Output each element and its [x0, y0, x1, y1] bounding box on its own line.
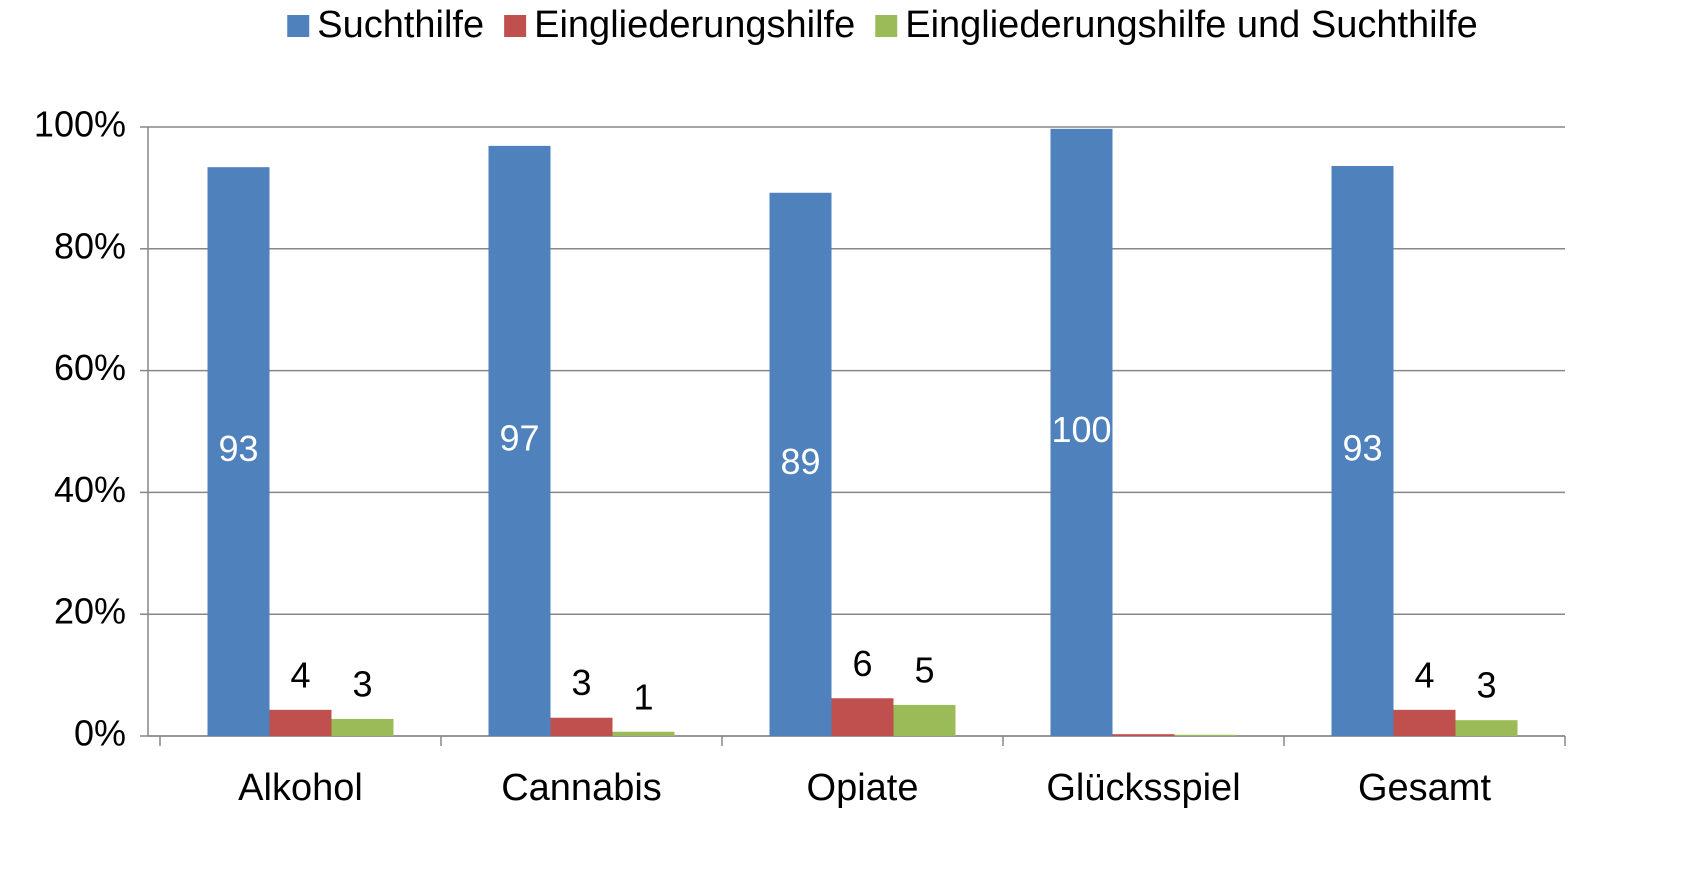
legend-swatch	[504, 15, 527, 37]
y-tick-label: 20%	[54, 591, 126, 632]
y-tick-label: 60%	[54, 347, 126, 388]
data-label: 93	[218, 428, 258, 469]
data-label: 3	[352, 663, 372, 704]
x-tick-label: Cannabis	[501, 767, 662, 809]
bar	[831, 698, 894, 736]
x-tick-label: Glücksspiel	[1046, 767, 1240, 809]
y-tick-label: 40%	[54, 469, 126, 510]
bar	[207, 167, 270, 737]
bar	[1050, 128, 1113, 736]
legend-swatch	[875, 15, 898, 37]
bar	[1174, 734, 1237, 736]
legend: Suchthilfe Eingliederungshilfe Eingliederu…	[287, 4, 1478, 46]
bar	[893, 704, 956, 736]
y-tick-label: 100%	[34, 104, 126, 145]
bar	[769, 192, 832, 737]
y-tick-label: 80%	[54, 225, 126, 266]
data-label: 4	[1414, 654, 1434, 695]
bar	[269, 709, 332, 736]
bar	[1112, 734, 1175, 736]
bar	[331, 718, 394, 736]
data-label: 3	[571, 662, 591, 703]
data-label: 6	[852, 643, 872, 684]
legend-swatch	[287, 15, 310, 37]
legend-label: Eingliederungshilfe und Suchthilfe	[905, 4, 1478, 46]
bar	[550, 717, 613, 736]
data-label: 3	[1476, 665, 1496, 706]
data-label: 100	[1051, 409, 1111, 450]
x-tick-label: Gesamt	[1358, 767, 1491, 809]
legend-label: Eingliederungshilfe	[534, 4, 855, 46]
bar	[488, 145, 551, 736]
bar	[1331, 165, 1394, 736]
bar	[1393, 709, 1456, 736]
legend-label: Suchthilfe	[317, 4, 484, 46]
y-tick-label: 0%	[74, 713, 126, 754]
data-label: 4	[290, 654, 310, 695]
x-tick-label: Alkohol	[238, 767, 363, 809]
data-label: 1	[633, 676, 653, 717]
data-label: 89	[780, 441, 820, 482]
x-tick-label: Opiate	[807, 767, 919, 809]
data-label: 93	[1342, 428, 1382, 469]
bar	[612, 731, 675, 736]
data-label: 97	[499, 417, 539, 458]
data-label: 5	[914, 649, 934, 690]
bar	[1455, 720, 1518, 736]
